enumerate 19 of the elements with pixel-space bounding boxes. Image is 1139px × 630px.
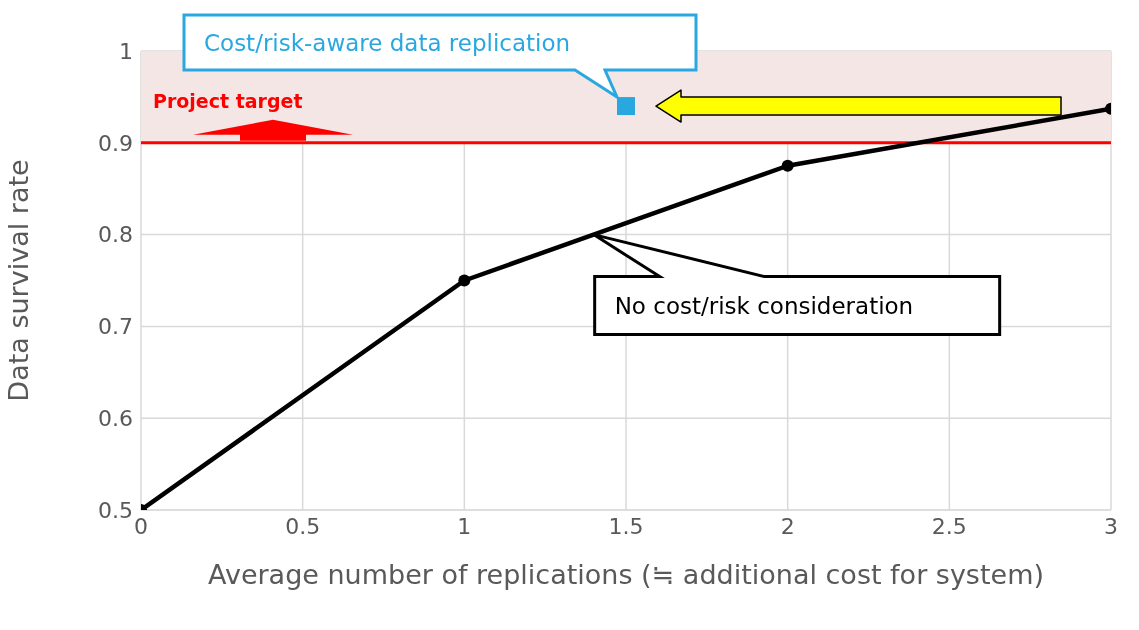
x-tick-label: 2	[780, 513, 795, 539]
x-axis-title: Average number of replications (≒ additional cost for system)	[208, 559, 1044, 590]
y-tick-label: 0.8	[98, 222, 133, 248]
y-tick-label: 1	[119, 38, 133, 64]
x-tick-label: 1	[457, 513, 472, 539]
x-tick-label: 2.5	[931, 513, 967, 539]
y-tick-label: 0.7	[98, 314, 133, 340]
point	[617, 97, 635, 116]
x-tick-label: 3	[1104, 513, 1118, 539]
y-tick-label: 0.9	[98, 130, 133, 156]
x-tick-label: 0	[134, 513, 148, 539]
ref-line-label: Project target	[153, 90, 303, 113]
annotation: No cost/risk consideration	[614, 292, 914, 319]
x-tick-label: 1.5	[608, 513, 644, 539]
x-tick-label: 0.5	[285, 513, 321, 539]
y-tick-label: 0.5	[98, 497, 133, 523]
y-tick-label: 0.6	[98, 406, 133, 432]
y-axis-title: Data survival rate	[2, 159, 34, 402]
annotation: Cost/risk-aware data replication	[204, 29, 571, 56]
